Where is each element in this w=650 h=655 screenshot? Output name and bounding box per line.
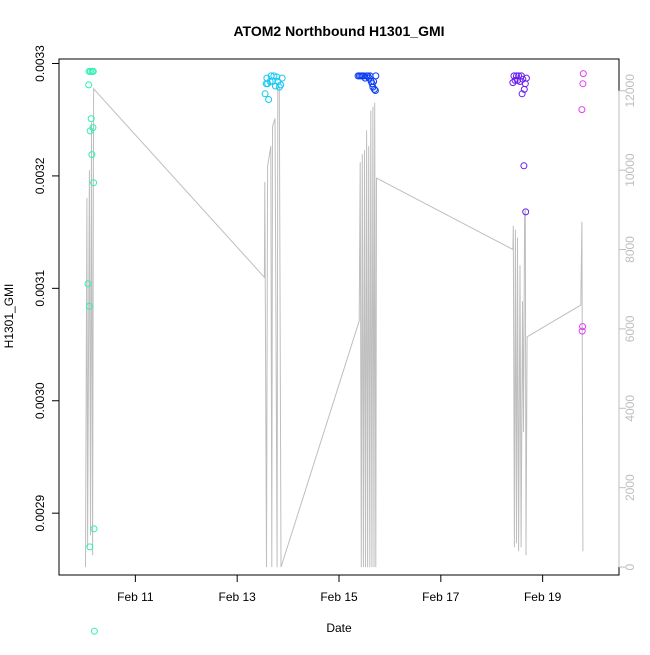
- data-point: [90, 525, 98, 533]
- y2-tick-label: 6000: [623, 315, 637, 342]
- y-tick-label: 0.0032: [33, 157, 47, 194]
- x-tick-label: Feb 11: [117, 590, 154, 604]
- data-point: [86, 127, 94, 135]
- data-point: [579, 80, 587, 88]
- data-point: [518, 90, 526, 98]
- data-point: [579, 70, 587, 78]
- x-tick-label: Feb 15: [320, 590, 358, 604]
- data-point: [520, 162, 528, 170]
- plot-frame: [58, 58, 620, 576]
- x-axis-label: Date: [326, 621, 352, 635]
- data-point: [578, 106, 586, 114]
- x-tick-label: Feb 17: [422, 590, 460, 604]
- data-point: [372, 72, 380, 80]
- altitude-line: [85, 86, 584, 568]
- y2-tick-label: 2000: [623, 474, 637, 501]
- data-point: [85, 302, 93, 310]
- data-point: [522, 208, 530, 216]
- data-point: [89, 67, 97, 75]
- data-point: [87, 115, 95, 123]
- data-point: [90, 179, 98, 187]
- data-point: [513, 72, 520, 80]
- y2-tick-label: 4000: [623, 395, 637, 422]
- data-point: [84, 280, 92, 288]
- data-point: [86, 543, 94, 551]
- y2-tick-label: 10000: [623, 153, 637, 187]
- data-point: [85, 81, 93, 89]
- y-tick-label: 0.0031: [33, 270, 47, 307]
- data-point: [522, 74, 530, 82]
- axes-layer: Feb 11 Feb 13 Feb 15 Feb 17 Feb 19 0.0029 0.00…: [33, 45, 637, 604]
- y-tick-label: 0.0029: [33, 495, 47, 532]
- data-point: [273, 73, 281, 81]
- data-point: [511, 76, 519, 84]
- data-point: [261, 90, 269, 98]
- x-tick-label: Feb 13: [219, 590, 257, 604]
- y-axis-label: H1301_GMI: [2, 284, 16, 349]
- altitude-line-layer: [85, 86, 584, 568]
- data-point: [265, 96, 273, 103]
- y-tick-label: 0.0030: [33, 382, 47, 419]
- data-point: [579, 323, 587, 331]
- chart-title: ATOM2 Northbound H1301_GMI: [233, 23, 444, 39]
- x-tick-label: Feb 19: [524, 590, 562, 604]
- data-point: [88, 151, 96, 159]
- y2-tick-label: 12000: [623, 74, 637, 108]
- y2-tick-label: 8000: [623, 236, 637, 263]
- data-point: [578, 327, 586, 335]
- data-point: [90, 627, 98, 635]
- data-points-layer: [84, 67, 587, 635]
- data-point: [277, 81, 285, 89]
- data-point: [371, 87, 379, 94]
- data-point: [278, 74, 286, 82]
- y2-tick-label: 0: [623, 563, 637, 570]
- y-tick-label: 0.0033: [33, 45, 47, 82]
- data-point: [510, 72, 518, 80]
- data-point: [370, 85, 378, 93]
